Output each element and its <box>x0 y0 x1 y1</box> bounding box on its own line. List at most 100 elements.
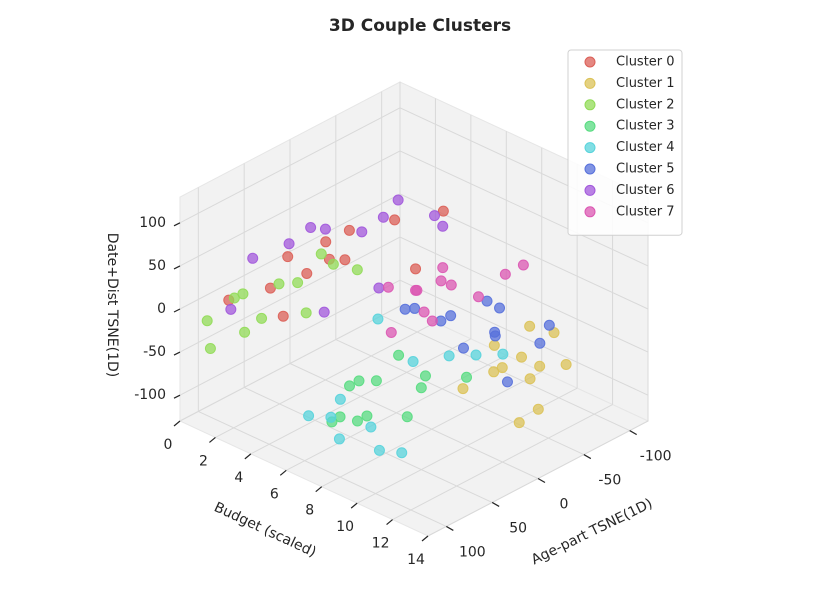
data-point <box>481 295 493 307</box>
y-tick-label: -50 <box>598 473 621 489</box>
data-point <box>497 348 509 360</box>
data-point <box>239 326 251 338</box>
z-tick-label: -50 <box>143 344 166 360</box>
tick-mark <box>350 502 358 509</box>
y-tick-label: -100 <box>640 449 672 465</box>
grid-line <box>243 387 493 503</box>
data-point <box>204 343 216 355</box>
data-point <box>494 302 506 314</box>
x-tick-label: 4 <box>234 470 243 486</box>
legend-marker <box>584 184 596 196</box>
data-point <box>392 194 404 206</box>
grid-line <box>335 339 585 455</box>
data-point <box>437 220 449 232</box>
grid-line <box>399 236 649 353</box>
legend-label: Cluster 0 <box>616 55 675 70</box>
data-point <box>407 356 419 368</box>
tick-mark <box>315 486 323 493</box>
tick-mark <box>386 519 393 526</box>
tick-mark <box>491 501 500 507</box>
grid-line <box>399 279 649 396</box>
x-tick-label: 10 <box>336 519 354 535</box>
data-point <box>318 306 330 318</box>
data-point <box>445 279 457 291</box>
y-tick-label: 100 <box>459 544 486 560</box>
legend: Cluster 0 Cluster 1 Cluster 2 Cluster 3 Clus… <box>567 49 683 236</box>
tick-mark <box>209 436 216 443</box>
data-point <box>333 433 345 445</box>
grid-line <box>399 150 649 267</box>
legend-label: Cluster 4 <box>616 140 675 155</box>
data-point <box>283 238 295 250</box>
data-point <box>343 224 355 236</box>
data-point <box>225 303 237 315</box>
z-axis-label: Date+Dist TSNE(1D) <box>104 233 120 377</box>
data-point <box>327 258 339 270</box>
data-point <box>429 210 440 222</box>
legend-marker <box>584 77 596 89</box>
data-point <box>517 259 529 271</box>
data-point <box>264 282 276 294</box>
tick-mark <box>629 430 637 436</box>
x-tick-label: 14 <box>407 552 425 568</box>
data-point <box>273 278 285 290</box>
legend-marker <box>584 163 596 175</box>
data-point <box>361 410 373 422</box>
tick-mark <box>446 525 454 531</box>
tick-mark <box>537 477 546 484</box>
legend-marker <box>584 142 596 154</box>
data-point <box>524 320 536 332</box>
data-point <box>201 315 213 327</box>
grid-line <box>198 410 447 527</box>
data-point <box>344 380 356 392</box>
legend-label: Cluster 7 <box>616 204 675 219</box>
legend-label: Cluster 6 <box>616 183 675 198</box>
data-point <box>501 376 513 388</box>
data-point <box>315 248 327 260</box>
tick-mark <box>583 454 592 460</box>
grid-line <box>179 279 401 396</box>
data-point <box>411 284 423 296</box>
data-point <box>325 411 337 423</box>
data-point <box>445 310 457 322</box>
grid-line <box>179 107 401 224</box>
legend-label: Cluster 3 <box>616 119 675 134</box>
x-tick-label: 8 <box>305 503 314 519</box>
points <box>201 194 572 459</box>
data-point <box>373 282 385 294</box>
x-axis-label: Budget (scaled) <box>211 499 318 560</box>
legend-label: Cluster 1 <box>616 76 675 91</box>
legend-box <box>567 49 683 236</box>
y-tick-label: 50 <box>509 520 527 536</box>
data-point <box>457 342 469 354</box>
data-point <box>339 254 351 266</box>
legend-marker <box>584 56 596 68</box>
data-point <box>488 339 500 351</box>
tick-mark <box>279 469 287 476</box>
x-tick-label: 0 <box>164 437 173 453</box>
data-point <box>437 262 449 274</box>
data-point <box>472 291 484 303</box>
data-point <box>320 236 332 248</box>
z-tick-label: -100 <box>134 387 166 403</box>
data-point <box>300 307 312 319</box>
data-point <box>351 415 363 427</box>
chart-title: 3D Couple Clusters <box>329 16 511 36</box>
legend-label: Cluster 5 <box>616 162 675 177</box>
data-point <box>489 326 501 338</box>
data-point <box>496 362 508 374</box>
data-point <box>443 350 455 362</box>
data-point <box>516 351 528 363</box>
tick-mark <box>173 351 181 356</box>
tick-mark <box>173 265 181 270</box>
legend-label: Cluster 2 <box>616 97 675 112</box>
x-tick-label: 6 <box>270 486 279 502</box>
data-point <box>437 205 449 217</box>
y-axis-label: Age-part TSNE(1D) <box>529 496 655 569</box>
x-tick-label: 2 <box>199 453 208 469</box>
data-point <box>499 268 511 280</box>
tick-mark <box>173 394 181 399</box>
data-point <box>560 358 572 370</box>
data-point <box>409 302 421 314</box>
